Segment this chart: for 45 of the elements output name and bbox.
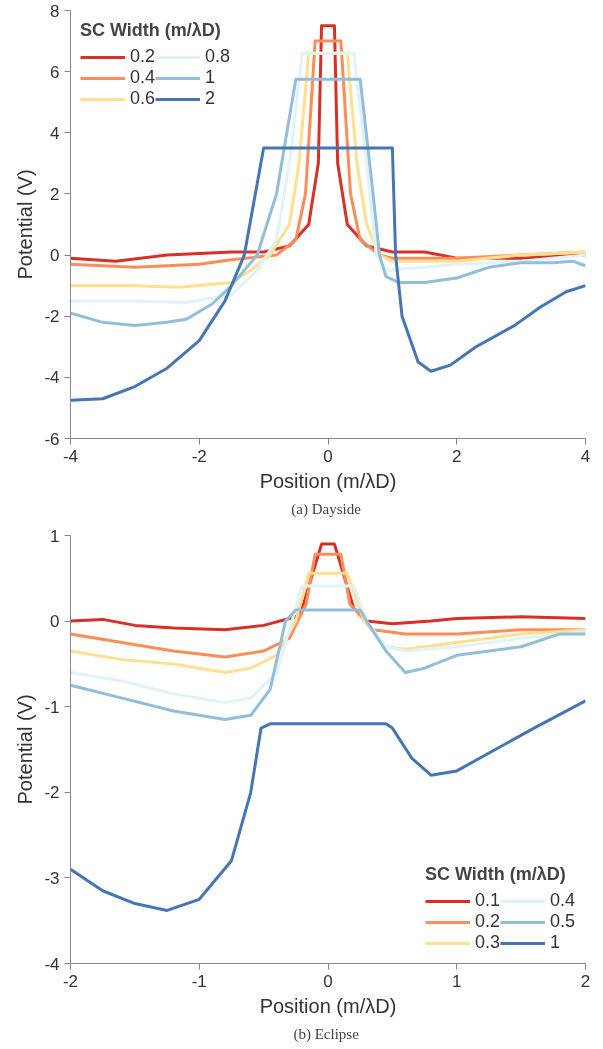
y-tick-label: 1	[50, 526, 60, 546]
line-series	[70, 699, 586, 912]
x-axis-title: Position (m/λD)	[259, 994, 397, 1017]
y-tick-label: 4	[50, 123, 60, 143]
text: (b) Eclipse	[293, 1025, 360, 1043]
y-tick-label: 2	[50, 184, 60, 204]
legend-label: 0.2	[474, 911, 500, 932]
y-tick-label: -6	[44, 429, 60, 449]
x-tick-label: 0	[323, 446, 333, 466]
legend-label: 2	[205, 88, 217, 109]
x-tick-label: 1	[452, 971, 462, 991]
y-tick-label: -2	[44, 783, 60, 803]
y-tick-label: 8	[50, 1, 60, 21]
x-tick-label: 4	[580, 446, 591, 466]
text: (a) Dayside	[291, 500, 362, 518]
x-tick-label: 2	[452, 446, 462, 466]
y-tick-label: -4	[44, 954, 60, 974]
y-axis-title: Potential (V)	[14, 694, 37, 805]
y-tick-label: -2	[44, 307, 60, 327]
line-series	[70, 608, 586, 722]
x-tick-label: 0	[323, 971, 333, 991]
x-axis-title: Position (m/λD)	[259, 469, 397, 492]
legend-label: 0.4	[130, 67, 156, 88]
legend-label: 1	[549, 932, 561, 953]
legend-label: 0.2	[130, 46, 156, 67]
legend-title: SC Width (m/λD)	[424, 864, 567, 885]
legend-label: 0.3	[474, 932, 500, 953]
y-tick-label: -3	[44, 868, 60, 888]
y-tick-label: -1	[44, 697, 60, 717]
y-tick-label: 0	[50, 246, 60, 266]
legend-label: 0.5	[549, 911, 575, 932]
legend-title: SC Width (m/λD)	[80, 20, 222, 41]
x-tick-label: -2	[191, 446, 207, 466]
y-axis-title: Potential (V)	[14, 169, 37, 280]
x-tick-label: 2	[580, 971, 591, 991]
legend-label: 0.4	[549, 890, 575, 911]
line-series	[70, 146, 586, 402]
legend-label: 0.1	[474, 890, 500, 911]
y-tick-label: 6	[50, 62, 60, 82]
x-tick-label: -1	[191, 971, 207, 991]
y-tick-label: 0	[50, 612, 60, 632]
legend-label: 1	[205, 67, 217, 88]
legend-label: 0.8	[205, 46, 231, 67]
y-tick-label: -4	[44, 368, 60, 388]
legend-label: 0.6	[130, 88, 156, 109]
